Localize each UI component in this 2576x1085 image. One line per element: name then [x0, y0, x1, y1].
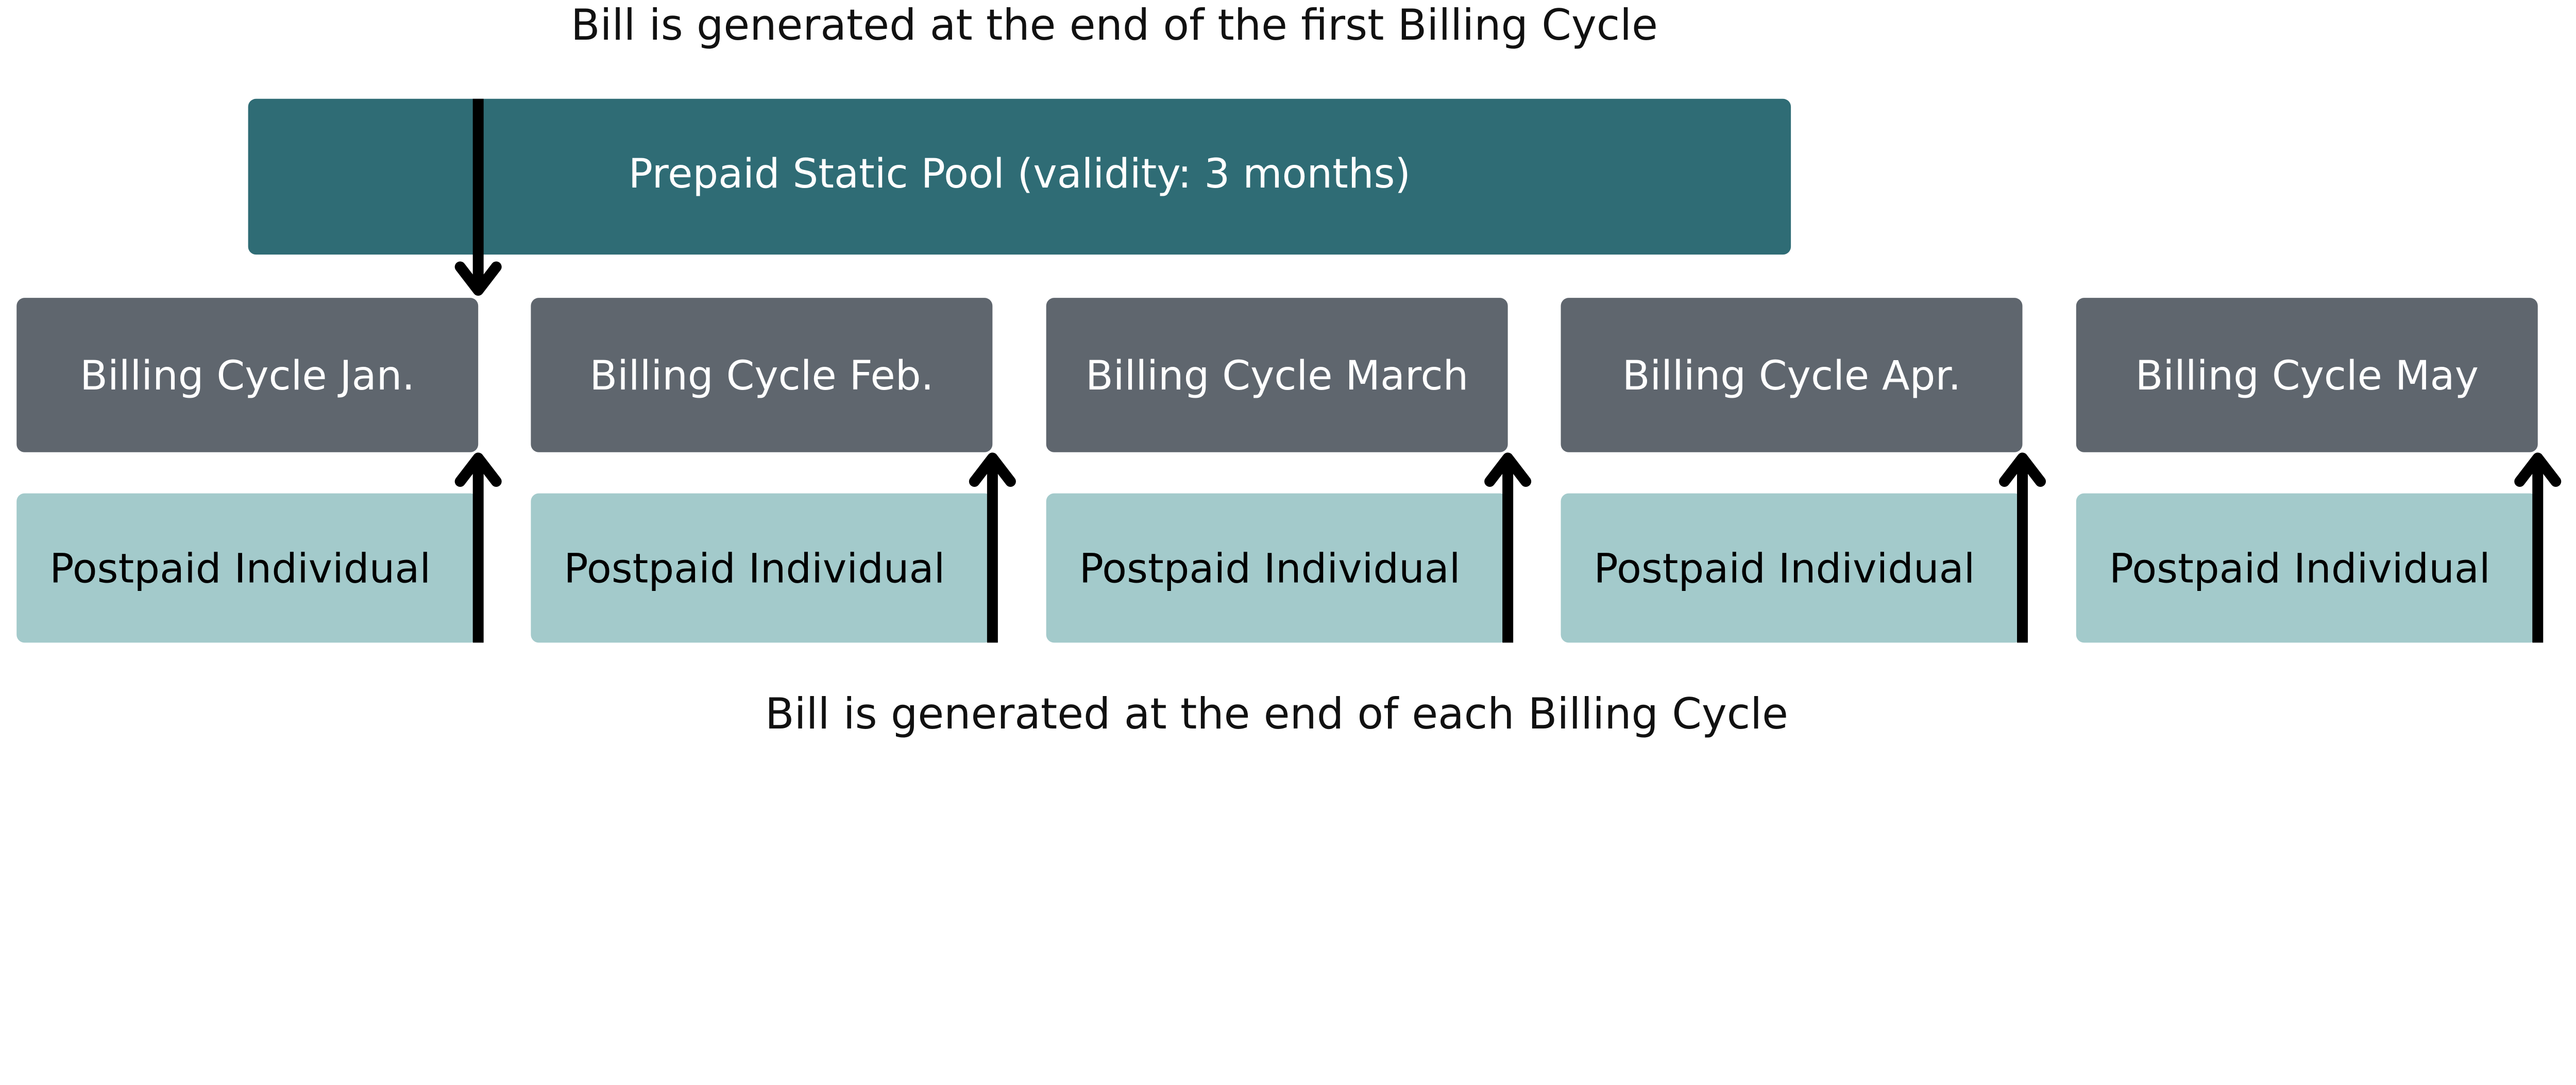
billing-cycle-box — [531, 298, 993, 452]
billing-cycle-box — [1561, 298, 2023, 452]
billing-cycle-label: Billing Cycle Jan. — [80, 352, 415, 399]
billing-cycle-label: Billing Cycle March — [1086, 352, 1468, 399]
up-arrow-icon — [969, 452, 1016, 643]
postpaid-label: Postpaid Individual — [2109, 545, 2490, 592]
prepaid-pool-box — [248, 98, 1791, 255]
postpaid-label: Postpaid Individual — [49, 545, 431, 592]
postpaid-label: Postpaid Individual — [564, 545, 945, 592]
billing-cycle-label: Billing Cycle May — [2136, 352, 2479, 399]
postpaid-label: Postpaid Individual — [1079, 545, 1461, 592]
bottom-caption: Bill is generated at the end of each Bil… — [765, 689, 1788, 739]
billing-cycle-box — [2076, 298, 2538, 452]
arrows-group — [454, 98, 2562, 643]
billing-diagram: Bill is generated at the end of the firs… — [16, 1, 2562, 739]
down-arrow-icon — [454, 98, 502, 296]
postpaid-box — [16, 493, 479, 643]
billing-cycle-label: Billing Cycle Apr. — [1622, 352, 1961, 399]
up-arrow-icon — [2514, 452, 2562, 643]
prepaid-pool-label: Prepaid Static Pool (validity: 3 months) — [629, 150, 1411, 197]
postpaid-box — [1046, 493, 1508, 643]
billing-cycle-box — [16, 298, 479, 452]
billing-cycles-group: Billing Cycle Jan. Postpaid Individual Bil… — [16, 298, 2538, 643]
postpaid-box — [2076, 493, 2538, 643]
up-arrow-icon — [454, 452, 502, 643]
up-arrow-icon — [1484, 452, 1532, 643]
postpaid-box — [531, 493, 993, 643]
postpaid-box — [1561, 493, 2023, 643]
top-caption: Bill is generated at the end of the firs… — [571, 1, 1658, 50]
billing-cycle-label: Billing Cycle Feb. — [589, 352, 934, 399]
postpaid-label: Postpaid Individual — [1594, 545, 1975, 592]
billing-cycle-box — [1046, 298, 1508, 452]
up-arrow-icon — [1999, 452, 2046, 643]
